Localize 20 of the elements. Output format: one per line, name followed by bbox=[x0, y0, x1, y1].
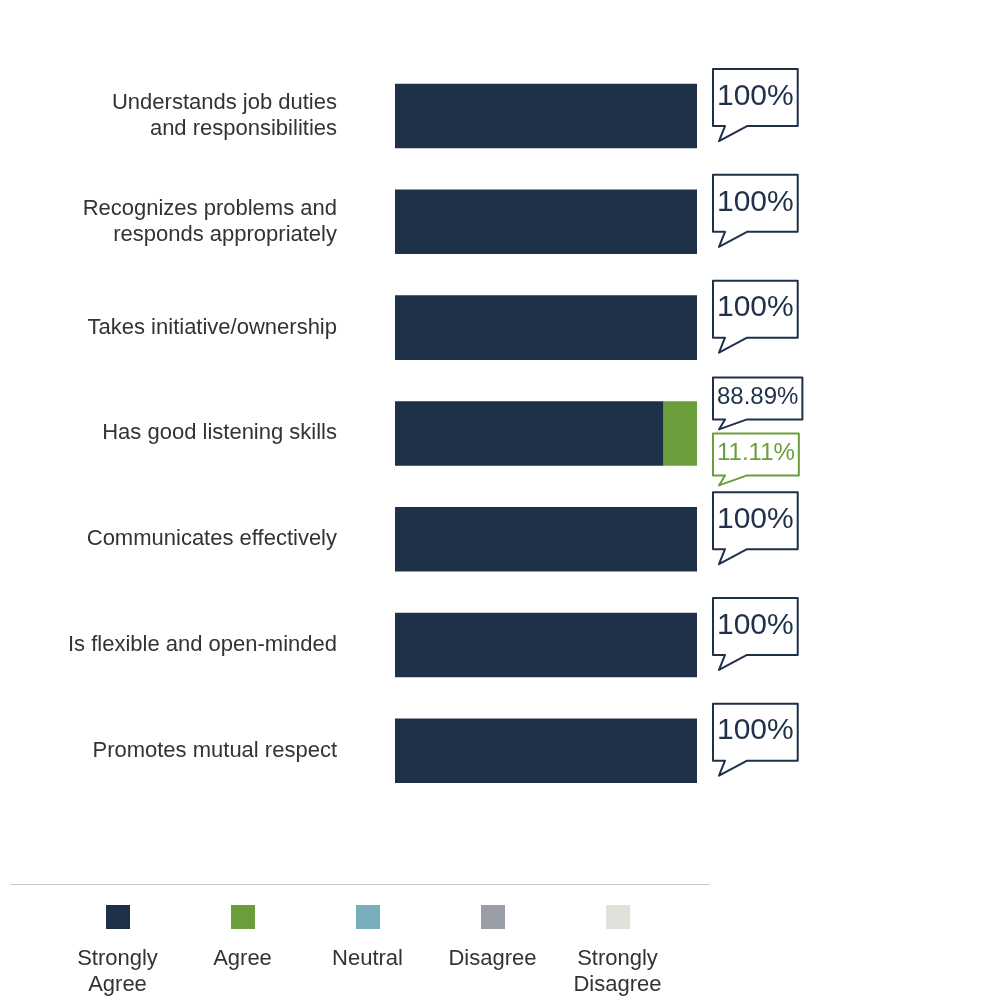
data-label: 11.11% bbox=[717, 438, 795, 466]
data-label: 88.89% bbox=[717, 382, 799, 410]
y-tick-label: Has good listening skills bbox=[102, 419, 337, 445]
legend-label: Strongly Disagree bbox=[572, 945, 663, 997]
y-tick-label: Recognizes problems and responds appropriately bbox=[82, 194, 337, 247]
y-tick-label: Is flexible and open-minded bbox=[67, 631, 337, 657]
legend-label: Agree bbox=[213, 945, 272, 971]
data-label: 100% bbox=[717, 183, 794, 217]
y-tick-label: Takes initiative/ownership bbox=[87, 313, 337, 339]
data-label: 100% bbox=[717, 77, 794, 111]
legend-label: Strongly Agree bbox=[76, 945, 159, 997]
data-label: 100% bbox=[717, 500, 794, 534]
y-tick-label: Understands job duties and responsibilities bbox=[111, 88, 337, 141]
y-tick-label: Communicates effectively bbox=[86, 525, 337, 551]
data-label: 100% bbox=[717, 289, 794, 323]
data-label: 100% bbox=[717, 712, 794, 746]
data-label: 100% bbox=[717, 606, 794, 640]
legend-label: Neutral bbox=[332, 945, 403, 971]
y-tick-label: Promotes mutual respect bbox=[92, 736, 337, 762]
legend-label: Disagree bbox=[448, 945, 537, 971]
